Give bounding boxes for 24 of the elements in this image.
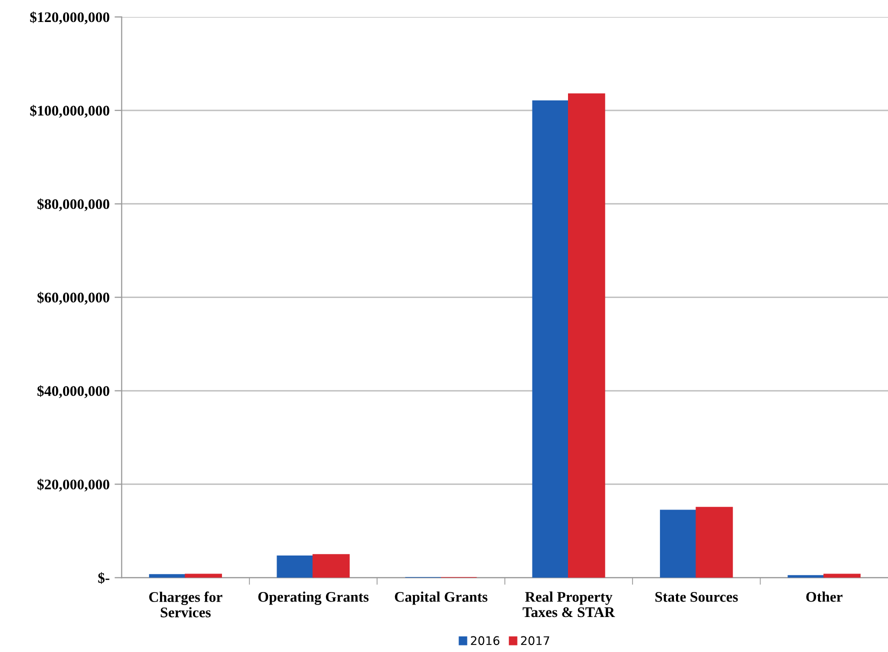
bar	[184, 574, 222, 578]
x-tick-label: State Sources	[655, 592, 738, 602]
x-tick-label: Other	[806, 592, 842, 602]
bar	[660, 510, 698, 578]
bar	[532, 100, 570, 578]
bar	[312, 554, 350, 578]
y-tick-label: $100,000,000	[30, 104, 110, 118]
x-tick-label: Capital Grants	[394, 592, 488, 605]
y-tick-label: $-	[98, 572, 110, 584]
x-tick-label: Operating Grants	[258, 592, 369, 605]
bar	[568, 93, 606, 578]
x-tick-label: Real Property Taxes & STAR	[522, 592, 616, 618]
bar	[276, 555, 314, 578]
y-tick-label: $60,000,000	[37, 292, 110, 305]
bar	[696, 506, 733, 578]
legend-label: 2016	[470, 636, 500, 646]
bar	[149, 574, 186, 578]
y-tick-label: $120,000,000	[30, 11, 110, 24]
y-tick-label: $80,000,000	[37, 198, 110, 212]
legend-label: 2017	[521, 636, 550, 646]
x-tick-label: Charges for Services	[149, 592, 222, 618]
bar	[823, 574, 861, 578]
y-tick-label: $20,000,000	[37, 478, 110, 492]
y-tick-label: $40,000,000	[37, 385, 110, 398]
